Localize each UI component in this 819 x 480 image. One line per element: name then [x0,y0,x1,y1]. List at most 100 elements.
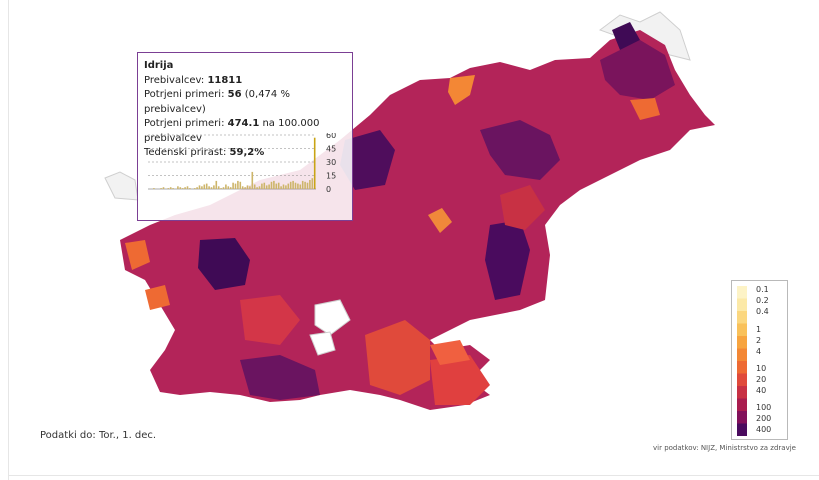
region-east-dark[interactable] [480,120,560,180]
spark-bar [244,187,246,189]
spark-bar [203,184,206,189]
spark-bar [215,180,218,189]
tooltip-confirmed-row: Potrjeni primeri: 56 (0,474 % prebivalce… [144,88,346,117]
spark-bar [167,188,170,189]
spark-bar [299,184,302,189]
legend-swatch [737,348,747,362]
region-south-red[interactable] [365,320,430,395]
region-orange-sw[interactable] [145,285,170,310]
region-southeast-dark[interactable] [485,220,530,300]
spark-bar [294,182,297,189]
spark-bar [285,185,287,189]
legend-label: 1 [756,325,762,334]
spark-bar [237,180,239,189]
tooltip-rate-label: Potrjeni primeri: [144,118,225,129]
region-orange-center[interactable] [428,208,452,233]
spark-bar [313,137,316,189]
legend-label: 200 [756,414,772,423]
spark-bar [217,186,220,189]
region-east-red[interactable] [500,185,545,230]
tooltip-region-name: Idrija [144,60,174,71]
region-orange-west[interactable] [125,240,150,270]
spark-bar [225,184,227,189]
spark-bar [306,182,309,189]
spark-bar [311,178,314,189]
spark-bar [153,188,155,189]
spark-bar [210,187,213,189]
legend-label: 2 [756,336,762,345]
tooltip-population-value: 11811 [207,74,243,86]
legend-swatch [737,386,747,399]
legend-swatch [737,323,747,337]
spark-bar [256,187,258,189]
spark-bar [277,182,280,189]
spark-bar [229,187,232,189]
region-mid-dark[interactable] [340,130,395,190]
region-southeast-red[interactable] [430,355,490,405]
legend-swatch [737,361,747,374]
spark-bar [213,185,215,189]
legend-label: 10 [756,364,767,373]
spark-bar [280,186,282,189]
border-outline-west [104,171,139,201]
spark-bar [232,182,234,189]
data-date-label: Podatki do: Tor., 1. dec. [40,430,157,441]
region-northeast-dark[interactable] [612,22,640,50]
legend-label: 40 [756,386,767,395]
region-tooltip: Idrija Prebivalcev: 11811 Potrjeni prime… [137,52,353,221]
spark-bar [222,187,225,189]
tooltip-confirmed-value: 56 [227,89,242,100]
region-orange-south[interactable] [430,340,470,365]
spark-bar [234,183,237,189]
spark-bar [162,187,165,189]
spark-bar [205,183,208,189]
spark-bar [261,183,263,189]
spark-bar [196,187,198,189]
spark-bar [239,181,242,189]
tooltip-rate-row: Potrjeni primeri: 474.1 na 100.000 prebi… [144,117,346,146]
legend-label: 0.4 [756,307,769,316]
frame-bottom-border [8,475,819,476]
spark-bar [246,185,249,189]
spark-bar [181,188,184,189]
tooltip-growth-value: 59,2% [229,147,265,158]
region-west-dark[interactable] [198,238,250,290]
spark-bar [263,182,266,189]
spark-tick-label: 30 [326,158,336,167]
region-orange-north[interactable] [448,75,475,105]
spark-bar [268,184,270,189]
legend-swatch [737,411,747,424]
spark-bar [179,187,182,189]
spark-tick-label: 0 [326,185,331,194]
tooltip-rate-suffix: na 100.000 prebivalcev [144,118,320,144]
spark-bar [304,181,306,189]
legend-label: 100 [756,403,772,412]
region-central-red[interactable] [240,295,300,345]
frame-left-border [8,0,9,480]
spark-bar [208,186,210,189]
legend-label: 4 [756,347,762,356]
tooltip-growth-row: Tedenski prirast: 59,2% [144,146,346,161]
tooltip-population-row: Prebivalcev: 11811 [144,74,346,89]
color-legend: 0.1 0.2 0.4 1 2 4 10 20 40 100 200 400 [731,280,788,440]
spark-bar [251,171,254,189]
legend-label: 400 [756,425,772,434]
region-orange-ne[interactable] [630,98,660,120]
spark-bar [189,188,191,189]
region-south-dark[interactable] [240,355,320,400]
spark-bar [177,186,179,189]
spark-bar [253,184,256,189]
spark-bar [258,186,261,189]
spark-bar [201,186,203,189]
spark-bar [287,183,290,189]
data-source-label: vir podatkov: NIJZ, Ministrstvo za zdrav… [653,444,796,452]
tooltip-population-label: Prebivalcev: [144,74,205,86]
spark-bar [282,184,285,189]
border-enclave-east [309,331,336,356]
legend-label: 20 [756,375,767,384]
legend-swatch [737,311,747,324]
spark-bar [227,186,230,189]
spark-tick-label: 15 [326,172,336,181]
region-northeast[interactable] [600,40,675,100]
